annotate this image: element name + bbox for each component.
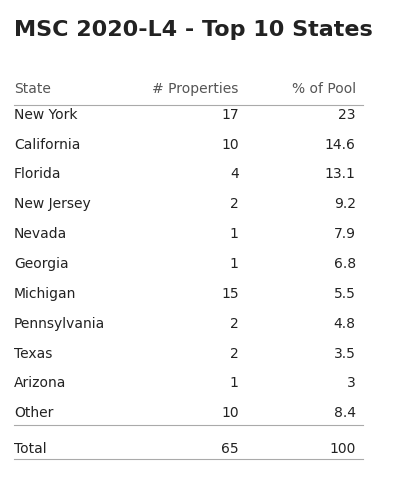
Text: 2: 2: [230, 197, 239, 211]
Text: Georgia: Georgia: [14, 257, 68, 271]
Text: 4.8: 4.8: [333, 317, 356, 331]
Text: Florida: Florida: [14, 168, 61, 182]
Text: 10: 10: [221, 406, 239, 420]
Text: 8.4: 8.4: [333, 406, 356, 420]
Text: 5.5: 5.5: [334, 287, 356, 301]
Text: Total: Total: [14, 442, 47, 456]
Text: 3: 3: [347, 376, 356, 391]
Text: 65: 65: [221, 442, 239, 456]
Text: 1: 1: [230, 376, 239, 391]
Text: 100: 100: [329, 442, 356, 456]
Text: Other: Other: [14, 406, 53, 420]
Text: Texas: Texas: [14, 347, 52, 360]
Text: New Jersey: New Jersey: [14, 197, 91, 211]
Text: 2: 2: [230, 317, 239, 331]
Text: 10: 10: [221, 138, 239, 151]
Text: % of Pool: % of Pool: [291, 82, 356, 96]
Text: Michigan: Michigan: [14, 287, 76, 301]
Text: 3.5: 3.5: [334, 347, 356, 360]
Text: 9.2: 9.2: [333, 197, 356, 211]
Text: 1: 1: [230, 257, 239, 271]
Text: 1: 1: [230, 227, 239, 241]
Text: State: State: [14, 82, 51, 96]
Text: Arizona: Arizona: [14, 376, 66, 391]
Text: 23: 23: [338, 108, 356, 122]
Text: MSC 2020-L4 - Top 10 States: MSC 2020-L4 - Top 10 States: [14, 19, 373, 39]
Text: 6.8: 6.8: [333, 257, 356, 271]
Text: California: California: [14, 138, 80, 151]
Text: 15: 15: [221, 287, 239, 301]
Text: Nevada: Nevada: [14, 227, 67, 241]
Text: 14.6: 14.6: [325, 138, 356, 151]
Text: Pennsylvania: Pennsylvania: [14, 317, 105, 331]
Text: 2: 2: [230, 347, 239, 360]
Text: 17: 17: [221, 108, 239, 122]
Text: New York: New York: [14, 108, 77, 122]
Text: # Properties: # Properties: [152, 82, 239, 96]
Text: 4: 4: [230, 168, 239, 182]
Text: 13.1: 13.1: [325, 168, 356, 182]
Text: 7.9: 7.9: [333, 227, 356, 241]
